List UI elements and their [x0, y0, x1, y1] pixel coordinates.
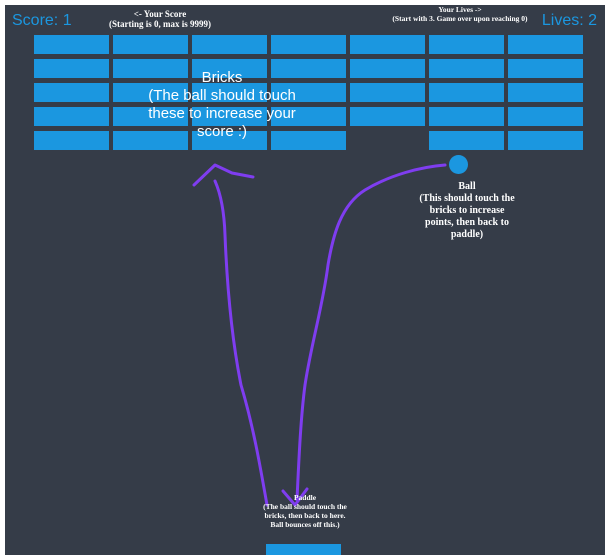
annotation-arrows: [192, 163, 447, 507]
brick: [34, 107, 109, 126]
brick: [508, 59, 583, 78]
brick: [192, 83, 267, 102]
score-annotation: <- Your Score (Starting is 0, max is 999…: [109, 9, 211, 29]
brick: [429, 107, 504, 126]
ball-arrow: [295, 163, 447, 502]
brick: [271, 35, 346, 54]
brick: [34, 35, 109, 54]
brick: [508, 35, 583, 54]
brick: [429, 131, 504, 150]
brick: [192, 35, 267, 54]
brick: [113, 59, 188, 78]
brick: [271, 107, 346, 126]
brick: [350, 59, 425, 78]
brick: [350, 83, 425, 102]
brick: [113, 83, 188, 102]
brick: [34, 83, 109, 102]
lives-display: Lives: 2: [541, 12, 597, 29]
lives-annotation: Your Lives -> (Start with 3. Game over u…: [392, 5, 528, 23]
ball: [449, 155, 468, 174]
brick: [350, 35, 425, 54]
brick: [192, 107, 267, 126]
ball-annotation: Ball (This should touch the bricks to in…: [419, 181, 515, 240]
paddle-annotation: Paddle (The ball should touch the bricks…: [263, 493, 347, 529]
brick: [34, 59, 109, 78]
game-canvas[interactable]: Score: 1 Lives: 2 <- Your Score (Startin…: [5, 5, 605, 555]
brick: [271, 59, 346, 78]
bricks-arrow: [213, 179, 269, 507]
brick: [429, 83, 504, 102]
brick: [271, 131, 346, 150]
brick: [350, 107, 425, 126]
brick: [34, 131, 109, 150]
brick: [429, 35, 504, 54]
brick: [192, 59, 267, 78]
bricks-arrowhead: [192, 163, 255, 187]
brick: [508, 131, 583, 150]
brick: [508, 83, 583, 102]
brick: [113, 131, 188, 150]
paddle[interactable]: [266, 544, 341, 555]
bricks-annotation: Bricks (The ball should touch these to i…: [148, 69, 296, 140]
brick: [113, 107, 188, 126]
brick: [429, 59, 504, 78]
score-display: Score: 1: [12, 12, 72, 29]
brick: [271, 83, 346, 102]
paddle-arrowhead: [281, 487, 309, 507]
brick: [192, 131, 267, 150]
brick: [508, 107, 583, 126]
brick: [113, 35, 188, 54]
